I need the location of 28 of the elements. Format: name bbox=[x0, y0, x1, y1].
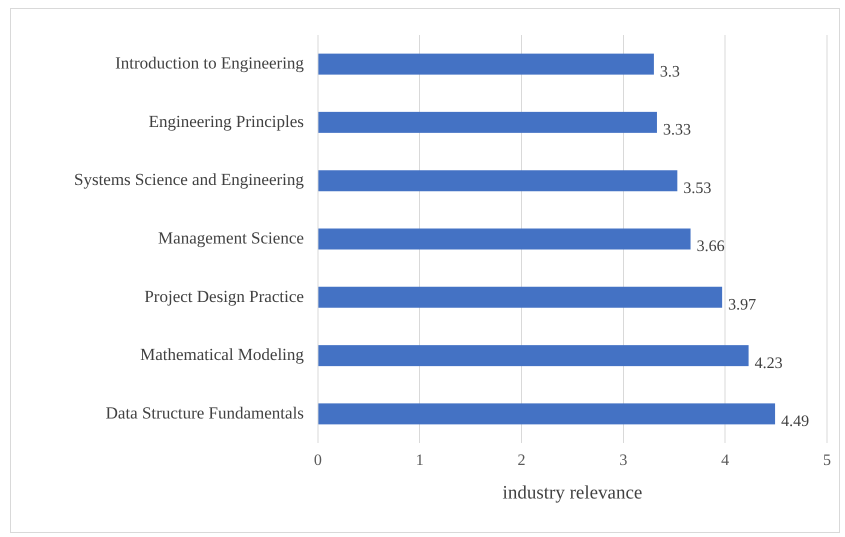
bar bbox=[318, 54, 654, 75]
y-tick-label: Introduction to Engineering bbox=[115, 54, 304, 73]
data-label: 3.97 bbox=[728, 296, 756, 314]
x-axis-title: industry relevance bbox=[502, 482, 642, 504]
x-tick-label: 5 bbox=[823, 452, 831, 469]
bar bbox=[318, 345, 749, 366]
y-tick-label: Data Structure Fundamentals bbox=[106, 403, 304, 422]
y-tick-label: Mathematical Modeling bbox=[140, 345, 304, 364]
data-label: 3.3 bbox=[660, 63, 680, 80]
data-label: 3.53 bbox=[683, 180, 712, 197]
x-tick-label: 1 bbox=[416, 452, 424, 469]
bar bbox=[318, 403, 776, 424]
bar bbox=[318, 112, 657, 133]
bar bbox=[318, 286, 722, 308]
data-label: 3.66 bbox=[696, 238, 725, 256]
x-tick-label: 3 bbox=[619, 452, 628, 469]
data-label: 4.23 bbox=[754, 354, 783, 372]
y-tick-label: Project Design Practice bbox=[144, 286, 304, 306]
x-tick-label: 2 bbox=[518, 452, 526, 469]
data-label: 3.33 bbox=[662, 122, 691, 139]
x-tick-label: 4 bbox=[721, 452, 730, 469]
y-tick-label: Systems Science and Engineering bbox=[74, 170, 304, 190]
x-tick-label: 0 bbox=[314, 452, 322, 469]
bar bbox=[318, 228, 691, 250]
bar bbox=[318, 170, 678, 192]
data-label: 4.49 bbox=[781, 413, 810, 430]
y-tick-label: Engineering Principles bbox=[148, 112, 304, 131]
y-tick-label: Management Science bbox=[158, 228, 304, 248]
